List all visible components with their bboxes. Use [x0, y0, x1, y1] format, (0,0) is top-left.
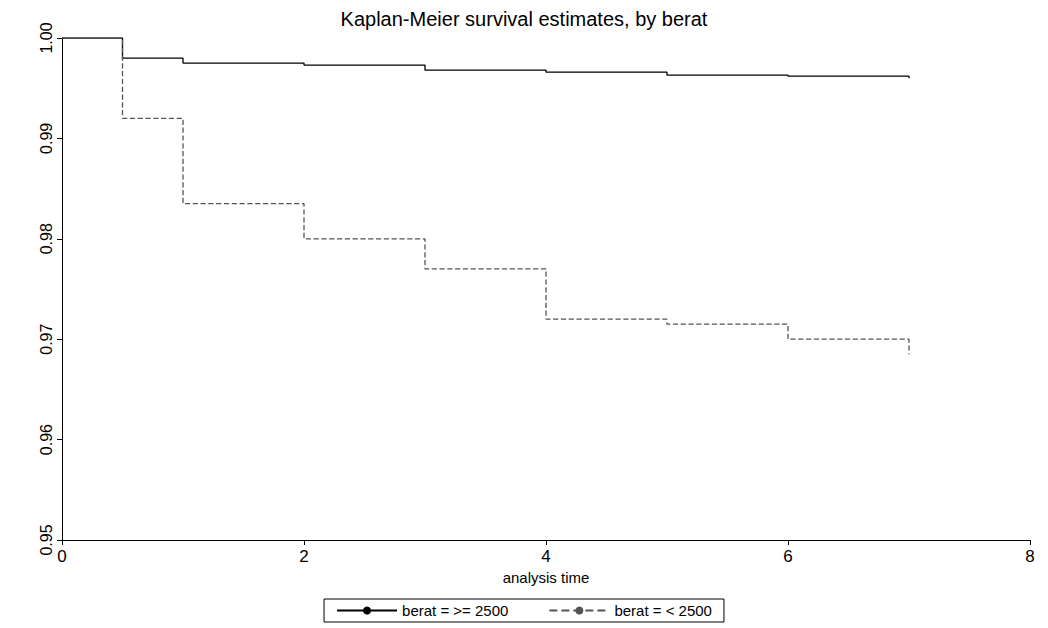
svg-text:8: 8: [1025, 547, 1034, 566]
svg-text:4: 4: [541, 547, 550, 566]
svg-text:0.96: 0.96: [38, 424, 55, 455]
svg-text:Kaplan-Meier survival estimate: Kaplan-Meier survival estimates, by bera…: [341, 8, 708, 30]
svg-text:berat = < 2500: berat = < 2500: [614, 602, 712, 619]
svg-text:0.97: 0.97: [38, 324, 55, 355]
svg-text:2: 2: [299, 547, 308, 566]
svg-text:0.99: 0.99: [38, 123, 55, 154]
svg-text:0: 0: [57, 547, 66, 566]
svg-text:0.95: 0.95: [38, 524, 55, 555]
svg-text:analysis time: analysis time: [503, 569, 590, 586]
svg-text:6: 6: [783, 547, 792, 566]
svg-text:0.98: 0.98: [38, 223, 55, 254]
svg-text:berat = >= 2500: berat = >= 2500: [402, 602, 508, 619]
svg-text:1.00: 1.00: [38, 22, 55, 53]
